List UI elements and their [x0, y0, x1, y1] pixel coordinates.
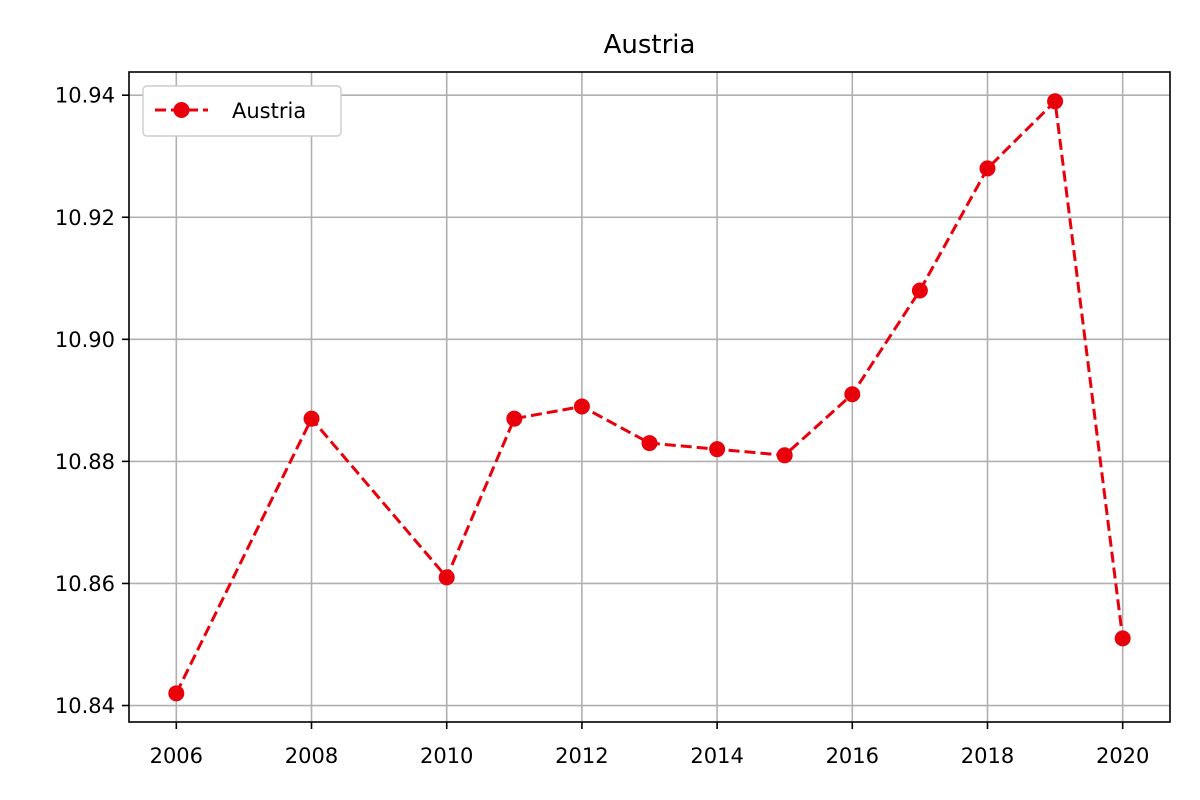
legend: Austria	[142, 85, 342, 137]
data-point	[303, 410, 320, 427]
y-tick-label: 10.92	[55, 206, 115, 230]
x-tick-label: 2014	[690, 744, 743, 768]
data-point	[979, 160, 996, 177]
x-tick-label: 2006	[150, 744, 203, 768]
series-layer	[168, 93, 1131, 702]
x-tick-label: 2020	[1096, 744, 1149, 768]
data-point	[438, 569, 455, 586]
y-tick-label: 10.90	[55, 328, 115, 352]
legend-marker	[173, 102, 190, 118]
data-point	[1114, 630, 1131, 647]
data-point	[1047, 93, 1064, 110]
y-tick-label: 10.88	[55, 450, 115, 474]
x-tick-label: 2018	[961, 744, 1014, 768]
data-point	[709, 441, 726, 458]
data-point	[573, 398, 590, 415]
grid	[129, 72, 1170, 722]
y-tick-label: 10.84	[55, 694, 115, 718]
x-tick-label: 2008	[285, 744, 338, 768]
legend-box	[142, 85, 342, 137]
axis-ticks: 2006 2008 2010 2012 2014 2016 2018 2020 10.84 10.…	[55, 84, 1150, 768]
data-point	[168, 685, 185, 702]
plot-frame	[128, 71, 1171, 723]
x-tick-label: 2010	[420, 744, 473, 768]
y-tick-label: 10.86	[55, 572, 115, 596]
data-point	[776, 447, 793, 464]
data-point	[844, 386, 861, 403]
y-tick-label: 10.94	[55, 84, 115, 108]
x-tick-label: 2012	[555, 744, 608, 768]
data-point	[911, 282, 928, 299]
data-point	[641, 435, 658, 452]
chart-title: Austria	[604, 30, 696, 60]
data-point	[506, 410, 523, 427]
legend-label: Austria	[232, 99, 306, 123]
x-tick-label: 2016	[826, 744, 879, 768]
